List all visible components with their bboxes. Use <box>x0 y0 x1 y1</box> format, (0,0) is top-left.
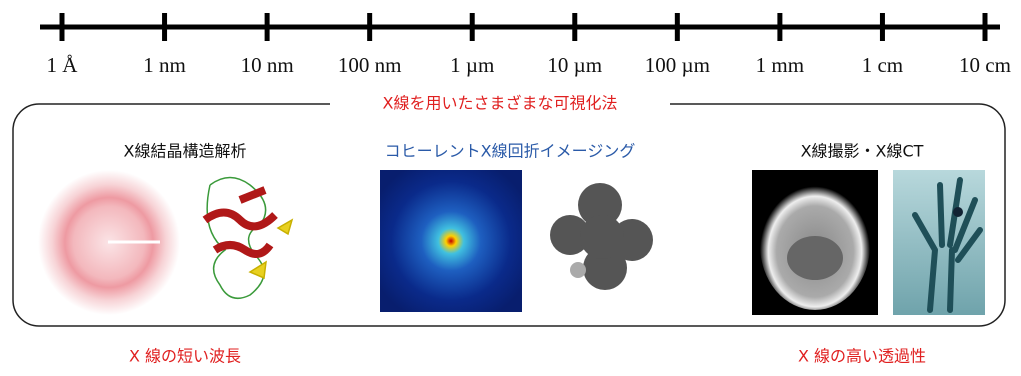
coherent-diffraction-image <box>380 170 522 312</box>
scale-label: 1 Å <box>47 53 79 77</box>
diagram: 1 Å 1 nm 10 nm 100 nm 1 µm 10 µm 100 µm 1 mm 1 c… <box>0 0 1021 376</box>
scale-label: 1 µm <box>450 53 494 77</box>
scale-label: 100 µm <box>645 53 710 77</box>
caption: X 線の短い波長 <box>129 347 241 366</box>
ct-detail <box>787 236 843 280</box>
section-title: X線撮影・X線CT <box>801 142 924 161</box>
scale-label: 10 nm <box>241 53 294 77</box>
scale: 1 Å 1 nm 10 nm 100 nm 1 µm 10 µm 100 µm 1 mm 1 c… <box>47 13 1011 77</box>
protein-image <box>205 178 292 299</box>
xray-ring <box>953 207 963 217</box>
section-title: X線結晶構造解析 <box>124 142 247 161</box>
section-title: コヒーレントX線回折イメージング <box>385 142 636 161</box>
box-title: X線を用いたさまざまな可視化法 <box>383 94 618 113</box>
scale-label: 1 nm <box>143 53 186 77</box>
caption: X 線の高い透過性 <box>798 347 926 366</box>
scale-label: 1 cm <box>862 53 903 77</box>
scale-label: 10 cm <box>959 53 1011 77</box>
scale-label: 100 nm <box>338 53 402 77</box>
scale-label: 1 mm <box>756 53 804 77</box>
reconstruction-image <box>550 183 653 290</box>
scale-label: 10 µm <box>547 53 602 77</box>
